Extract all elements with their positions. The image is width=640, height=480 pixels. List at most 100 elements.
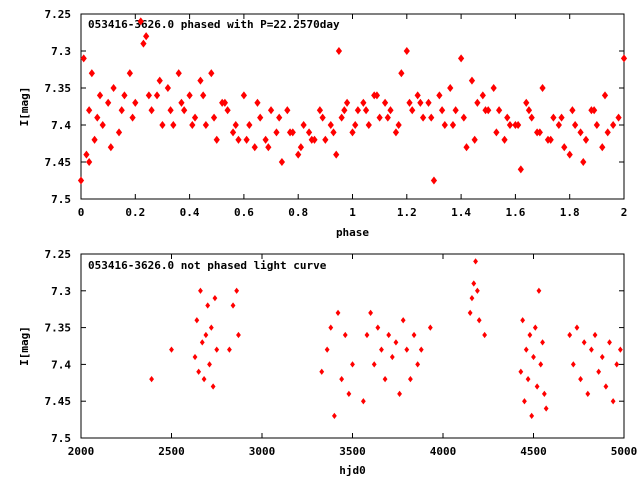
data-point — [468, 76, 476, 85]
data-point — [386, 331, 392, 339]
data-point — [234, 287, 240, 294]
data-point — [324, 346, 330, 353]
data-point — [525, 375, 531, 383]
data-point — [490, 83, 497, 93]
data-point — [543, 405, 549, 412]
data-point — [284, 106, 291, 115]
data-point — [343, 98, 351, 107]
data-point — [246, 120, 253, 130]
data-point — [189, 120, 196, 130]
data-point — [452, 106, 459, 115]
data-point — [577, 128, 584, 137]
data-point — [592, 331, 598, 339]
y-tick-label: 7.35 — [45, 322, 72, 335]
x-tick-label: 3000 — [249, 445, 276, 458]
data-point — [153, 91, 161, 100]
data-point — [368, 309, 374, 317]
data-point — [352, 120, 359, 130]
y-tick-label: 7.4 — [51, 358, 71, 371]
data-point — [389, 353, 395, 361]
data-point — [330, 128, 337, 137]
x-tick-label: 0.6 — [234, 206, 254, 219]
data-point — [467, 309, 473, 317]
data-point — [286, 128, 294, 137]
x-tick-label: 1.8 — [560, 206, 580, 219]
data-point — [610, 120, 617, 130]
data-point — [178, 98, 185, 107]
data-point — [376, 113, 383, 122]
data-point — [243, 135, 250, 144]
data-point — [94, 113, 101, 122]
data-point — [308, 135, 315, 144]
data-point — [319, 368, 325, 375]
data-point — [506, 120, 514, 130]
data-point — [482, 331, 488, 339]
phased-light-curve-chart: 0 0.2 0.4 0.6 0.8 1 1.2 1.4 1.6 1.8 2 7.25 7.3 7.35 7.… — [18, 8, 627, 239]
y-tick-label: 7.45 — [45, 156, 72, 169]
chart-title: 053416-3626.0 not phased light curve — [88, 259, 327, 272]
data-point — [254, 98, 261, 107]
data-point — [257, 113, 264, 122]
data-point — [99, 120, 106, 130]
x-tick-label: 1.2 — [397, 206, 417, 219]
data-point — [207, 361, 212, 368]
data-point — [181, 106, 188, 115]
chart-title: 053416-3626.0 phased with P=22.2570day — [88, 18, 340, 31]
data-point — [107, 143, 114, 152]
data-point — [201, 375, 207, 383]
data-point — [604, 128, 611, 137]
data-point — [362, 106, 370, 115]
data-point — [599, 143, 606, 152]
data-point — [77, 176, 85, 185]
data-point — [205, 302, 211, 309]
data-point — [534, 383, 540, 390]
data-point — [471, 135, 478, 144]
data-point — [476, 317, 482, 324]
data-point — [170, 120, 177, 130]
data-point — [589, 346, 594, 353]
data-point — [224, 106, 231, 115]
data-point — [567, 331, 573, 339]
data-point — [203, 331, 209, 339]
data-point — [529, 412, 535, 420]
data-point — [137, 17, 144, 26]
data-point — [240, 91, 248, 100]
data-point — [191, 113, 199, 122]
data-point — [360, 398, 366, 405]
data-point — [227, 346, 232, 353]
plot-frame — [80, 13, 625, 200]
data-point — [404, 346, 410, 353]
data-point — [415, 361, 421, 368]
data-point — [501, 135, 508, 144]
y-tick-label: 7.25 — [45, 8, 72, 21]
data-point — [532, 324, 538, 331]
data-point — [493, 128, 500, 137]
data-point — [333, 150, 340, 159]
data-point — [212, 295, 218, 302]
y-axis-label: I[mag] — [18, 326, 31, 366]
data-point — [221, 98, 228, 107]
data-point — [572, 120, 579, 130]
data-point — [585, 390, 591, 397]
data-point — [339, 375, 345, 383]
data-point — [379, 346, 384, 353]
data-point — [593, 120, 600, 130]
data-point — [496, 106, 503, 115]
data-point — [406, 98, 413, 107]
data-point — [305, 128, 313, 137]
data-point — [149, 375, 154, 383]
x-tick-label: 4500 — [520, 445, 547, 458]
data-point — [517, 165, 524, 174]
x-tick-label: 0.2 — [125, 206, 145, 219]
data-point — [118, 106, 125, 115]
y-tick-label: 7.5 — [51, 193, 71, 206]
data-point — [273, 128, 280, 137]
data-point — [601, 91, 609, 100]
data-point — [373, 91, 381, 100]
data-point — [86, 157, 93, 167]
data-point — [550, 113, 557, 122]
data-point — [169, 346, 174, 353]
data-point — [382, 375, 388, 383]
data-point — [229, 128, 237, 137]
